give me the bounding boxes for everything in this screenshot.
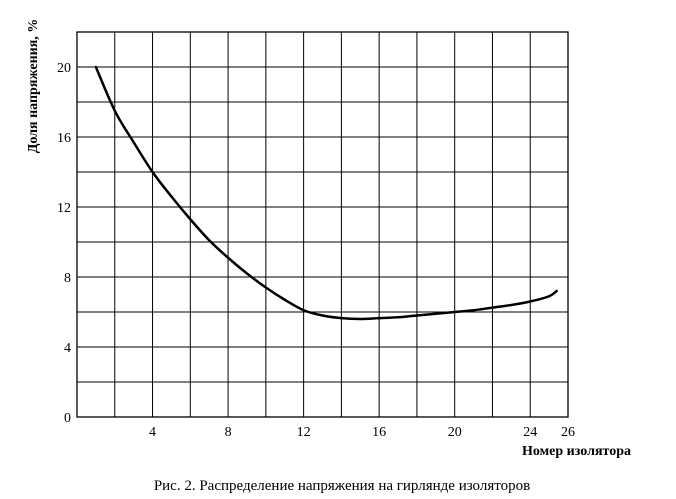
y-axis-label: Доля напряжения, % bbox=[26, 19, 41, 154]
y-tick-label: 20 bbox=[57, 61, 71, 76]
x-tick-label: 26 bbox=[561, 425, 575, 440]
x-tick-label: 4 bbox=[149, 425, 156, 440]
x-tick-label: 20 bbox=[448, 425, 462, 440]
y-tick-label: 16 bbox=[57, 131, 71, 146]
y-tick-label: 12 bbox=[57, 201, 71, 216]
y-tick-label: 4 bbox=[64, 341, 71, 356]
y-tick-label: 0 bbox=[64, 411, 71, 426]
y-tick-label: 8 bbox=[64, 271, 71, 286]
x-axis-label: Номер изолятора bbox=[522, 444, 631, 459]
x-tick-label: 16 bbox=[372, 425, 386, 440]
axes bbox=[76, 31, 569, 418]
x-tick-label: 24 bbox=[523, 425, 537, 440]
x-tick-label: 12 bbox=[297, 425, 311, 440]
grid-lines bbox=[77, 32, 568, 417]
series-line bbox=[94, 65, 558, 321]
tick-labels: 4 8 12 16 20 24 26 0 4 8 12 16 20 bbox=[57, 61, 575, 440]
x-tick-label: 8 bbox=[225, 425, 232, 440]
figure-caption: Рис. 2. Распределение напряжения на гирл… bbox=[154, 478, 530, 494]
plot-frame bbox=[76, 31, 569, 418]
series-layer bbox=[94, 65, 558, 321]
